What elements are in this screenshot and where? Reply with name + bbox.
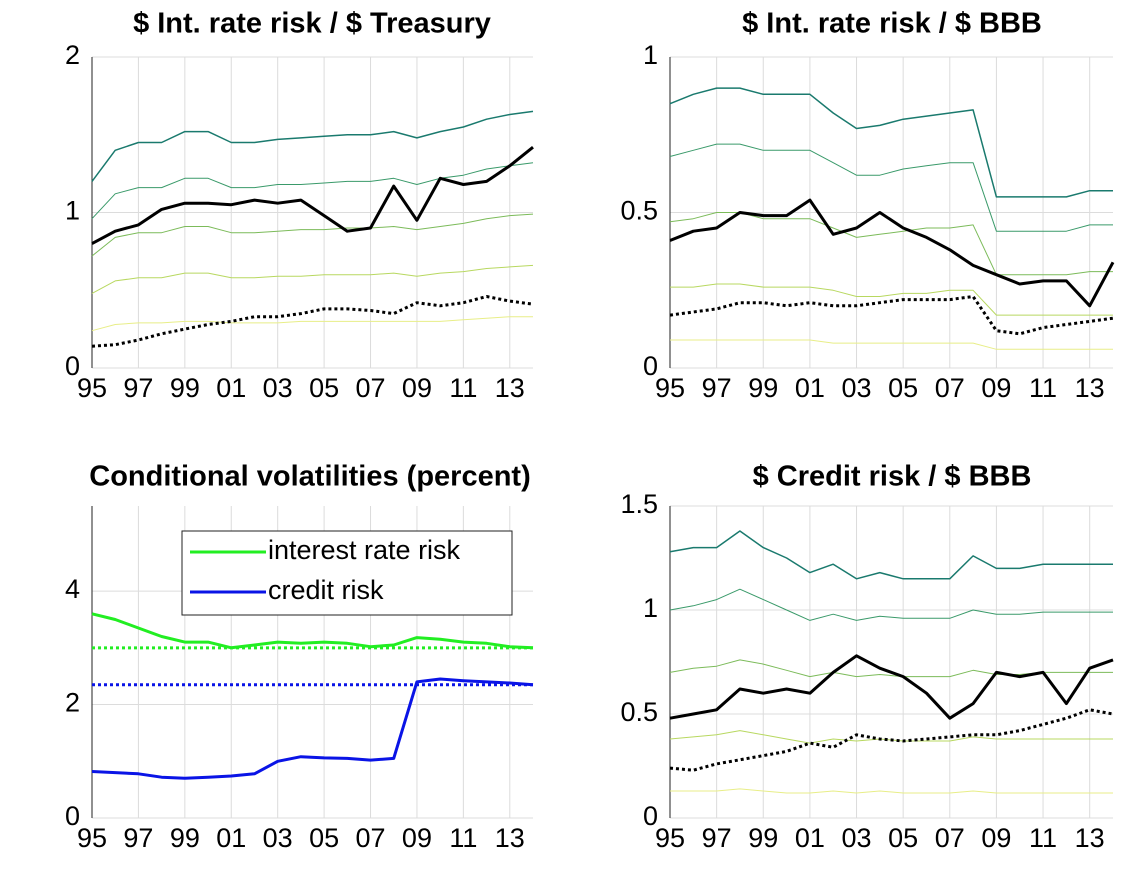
series-line: [91, 264, 534, 294]
x-tick-label: 11: [1029, 823, 1057, 853]
panel: Conditional volatilities (percent) 95 97 99…: [65, 461, 534, 853]
series-line: [91, 316, 533, 332]
chart-title: $ Int. rate risk / $ Treasury: [133, 8, 491, 40]
x-tick-label: 13: [495, 373, 525, 403]
x-tick-label: 07: [356, 823, 386, 853]
series-line: [670, 339, 1113, 350]
x-tick-label: 11: [449, 823, 477, 853]
x-tick-label: 09: [402, 373, 432, 403]
legend-label: interest rate risk: [268, 535, 461, 565]
x-tick-label: 95: [77, 373, 107, 403]
x-tick-label: 97: [123, 823, 153, 853]
x-tick-label: 09: [402, 823, 432, 853]
y-tick-label: 1: [643, 40, 658, 70]
x-tick-label: 95: [77, 823, 107, 853]
x-tick-label: 97: [702, 823, 732, 853]
x-tick-label: 13: [1075, 823, 1105, 853]
series-line: [91, 110, 534, 182]
series-line: [91, 612, 534, 650]
series-line: [669, 659, 1113, 678]
series-line: [670, 788, 1113, 794]
x-tick-label: 95: [655, 373, 685, 403]
x-tick-label: 03: [263, 373, 293, 403]
x-tick-label: 99: [748, 373, 778, 403]
x-tick-label: 01: [216, 823, 246, 853]
y-tick-label: 4: [65, 574, 80, 604]
x-tick-label: 97: [123, 373, 153, 403]
y-tick-label: 1: [65, 196, 80, 226]
x-tick-label: 97: [702, 373, 732, 403]
series-line: [91, 162, 534, 220]
x-tick-label: 13: [495, 823, 525, 853]
series-line: [91, 146, 534, 245]
x-tick-label: 07: [356, 373, 386, 403]
y-tick-label: 0: [643, 801, 658, 831]
x-tick-label: 05: [309, 823, 339, 853]
x-tick-label: 03: [842, 823, 872, 853]
x-tick-label: 07: [935, 373, 965, 403]
x-tick-label: 09: [981, 373, 1011, 403]
series-line: [669, 143, 1113, 232]
series-line: [669, 87, 1113, 198]
x-tick-label: 05: [309, 373, 339, 403]
series-line: [669, 708, 1114, 772]
chart-title: $ Int. rate risk / $ BBB: [742, 8, 1042, 40]
series-line: [669, 530, 1113, 580]
x-tick-label: 99: [170, 373, 200, 403]
x-tick-label: 95: [655, 823, 685, 853]
series-line: [91, 295, 534, 348]
chart-title: $ Credit risk / $ BBB: [753, 461, 1032, 493]
series-line: [670, 283, 1113, 316]
legend-box: [181, 530, 513, 616]
x-tick-label: 11: [449, 373, 477, 403]
x-tick-label: 11: [1029, 373, 1057, 403]
x-tick-label: 99: [748, 823, 778, 853]
series-line: [91, 677, 534, 780]
legend-label: credit risk: [268, 575, 384, 605]
series-line: [669, 588, 1113, 621]
chart-title: Conditional volatilities (percent): [89, 461, 531, 493]
x-tick-label: 03: [842, 373, 872, 403]
series-line: [669, 654, 1114, 720]
y-tick-label: 0.5: [620, 196, 658, 226]
x-tick-label: 01: [795, 823, 825, 853]
y-tick-label: 1.5: [620, 489, 658, 519]
y-tick-label: 0: [643, 351, 658, 381]
x-tick-label: 09: [981, 823, 1011, 853]
y-tick-label: 1: [643, 593, 658, 623]
y-tick-label: 2: [65, 688, 80, 718]
x-tick-label: 07: [935, 823, 965, 853]
x-tick-label: 01: [795, 373, 825, 403]
y-tick-label: 2: [65, 40, 80, 70]
series-line: [91, 213, 534, 257]
x-tick-label: 05: [888, 373, 918, 403]
x-tick-label: 05: [888, 823, 918, 853]
series-line: [669, 198, 1115, 308]
x-tick-label: 03: [263, 823, 293, 853]
x-tick-label: 99: [170, 823, 200, 853]
y-tick-label: 0: [65, 351, 80, 381]
series-line: [669, 295, 1114, 336]
y-tick-label: 0.5: [620, 697, 658, 727]
x-tick-label: 13: [1075, 373, 1105, 403]
y-tick-label: 0: [65, 801, 80, 831]
x-tick-label: 01: [216, 373, 246, 403]
